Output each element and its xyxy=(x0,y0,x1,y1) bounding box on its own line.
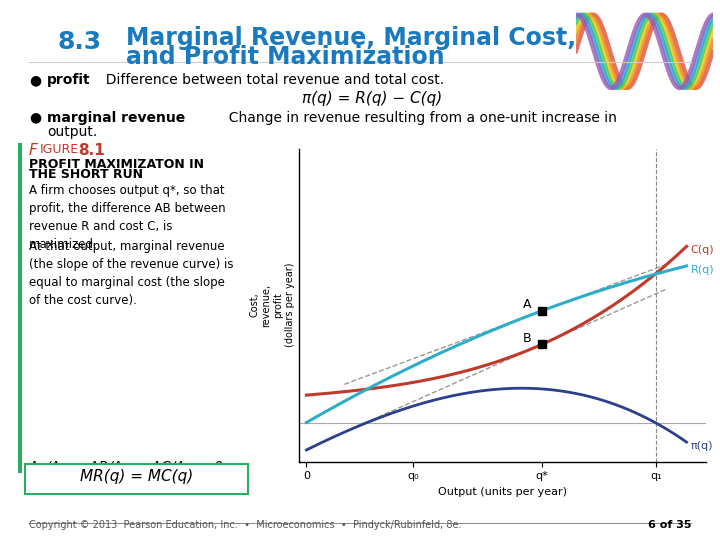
Text: π(q): π(q) xyxy=(690,441,713,451)
Text: Change in revenue resulting from a one-unit increase in: Change in revenue resulting from a one-u… xyxy=(220,111,616,125)
Text: Δπ/Δq = ΔR/Δq − ΔC/Δq = 0: Δπ/Δq = ΔR/Δq − ΔC/Δq = 0 xyxy=(29,460,224,474)
Text: Difference between total revenue and total cost.: Difference between total revenue and tot… xyxy=(97,73,444,87)
Text: IGURE: IGURE xyxy=(40,143,78,156)
Y-axis label: Cost,
revenue,
profit
(dollars per year): Cost, revenue, profit (dollars per year) xyxy=(250,263,294,347)
FancyBboxPatch shape xyxy=(25,464,248,494)
Text: 6 of 35: 6 of 35 xyxy=(648,520,691,530)
Text: ●: ● xyxy=(29,111,41,125)
Text: marginal revenue: marginal revenue xyxy=(47,111,185,125)
Text: A: A xyxy=(523,299,531,312)
Text: A firm chooses output q*, so that
profit, the difference AB between
revenue R an: A firm chooses output q*, so that profit… xyxy=(29,184,225,251)
Text: PROFIT MAXIMIZATON IN: PROFIT MAXIMIZATON IN xyxy=(29,158,204,171)
Text: Copyright © 2013  Pearson Education, Inc.  •  Microeconomics  •  Pindyck/Rubinfe: Copyright © 2013 Pearson Education, Inc.… xyxy=(29,520,462,530)
Text: F: F xyxy=(29,143,37,158)
Text: Marginal Revenue, Marginal Cost,: Marginal Revenue, Marginal Cost, xyxy=(126,26,576,50)
Text: MR(q) = MC(q): MR(q) = MC(q) xyxy=(80,469,194,484)
Text: ●: ● xyxy=(29,73,41,87)
Text: 8.1: 8.1 xyxy=(78,143,104,158)
Text: output.: output. xyxy=(47,125,97,139)
Text: At that output, marginal revenue
(the slope of the revenue curve) is
equal to ma: At that output, marginal revenue (the sl… xyxy=(29,240,233,307)
Text: and Profit Maximization: and Profit Maximization xyxy=(126,45,445,69)
X-axis label: Output (units per year): Output (units per year) xyxy=(438,487,567,497)
FancyBboxPatch shape xyxy=(18,143,22,472)
Text: R(q): R(q) xyxy=(690,265,714,275)
Text: C(q): C(q) xyxy=(690,245,714,255)
Text: THE SHORT RUN: THE SHORT RUN xyxy=(29,168,143,181)
Text: π(q) = R(q) − C(q): π(q) = R(q) − C(q) xyxy=(302,91,443,106)
Text: B: B xyxy=(523,332,532,345)
Text: profit: profit xyxy=(47,73,91,87)
Text: 8.3: 8.3 xyxy=(58,30,102,53)
